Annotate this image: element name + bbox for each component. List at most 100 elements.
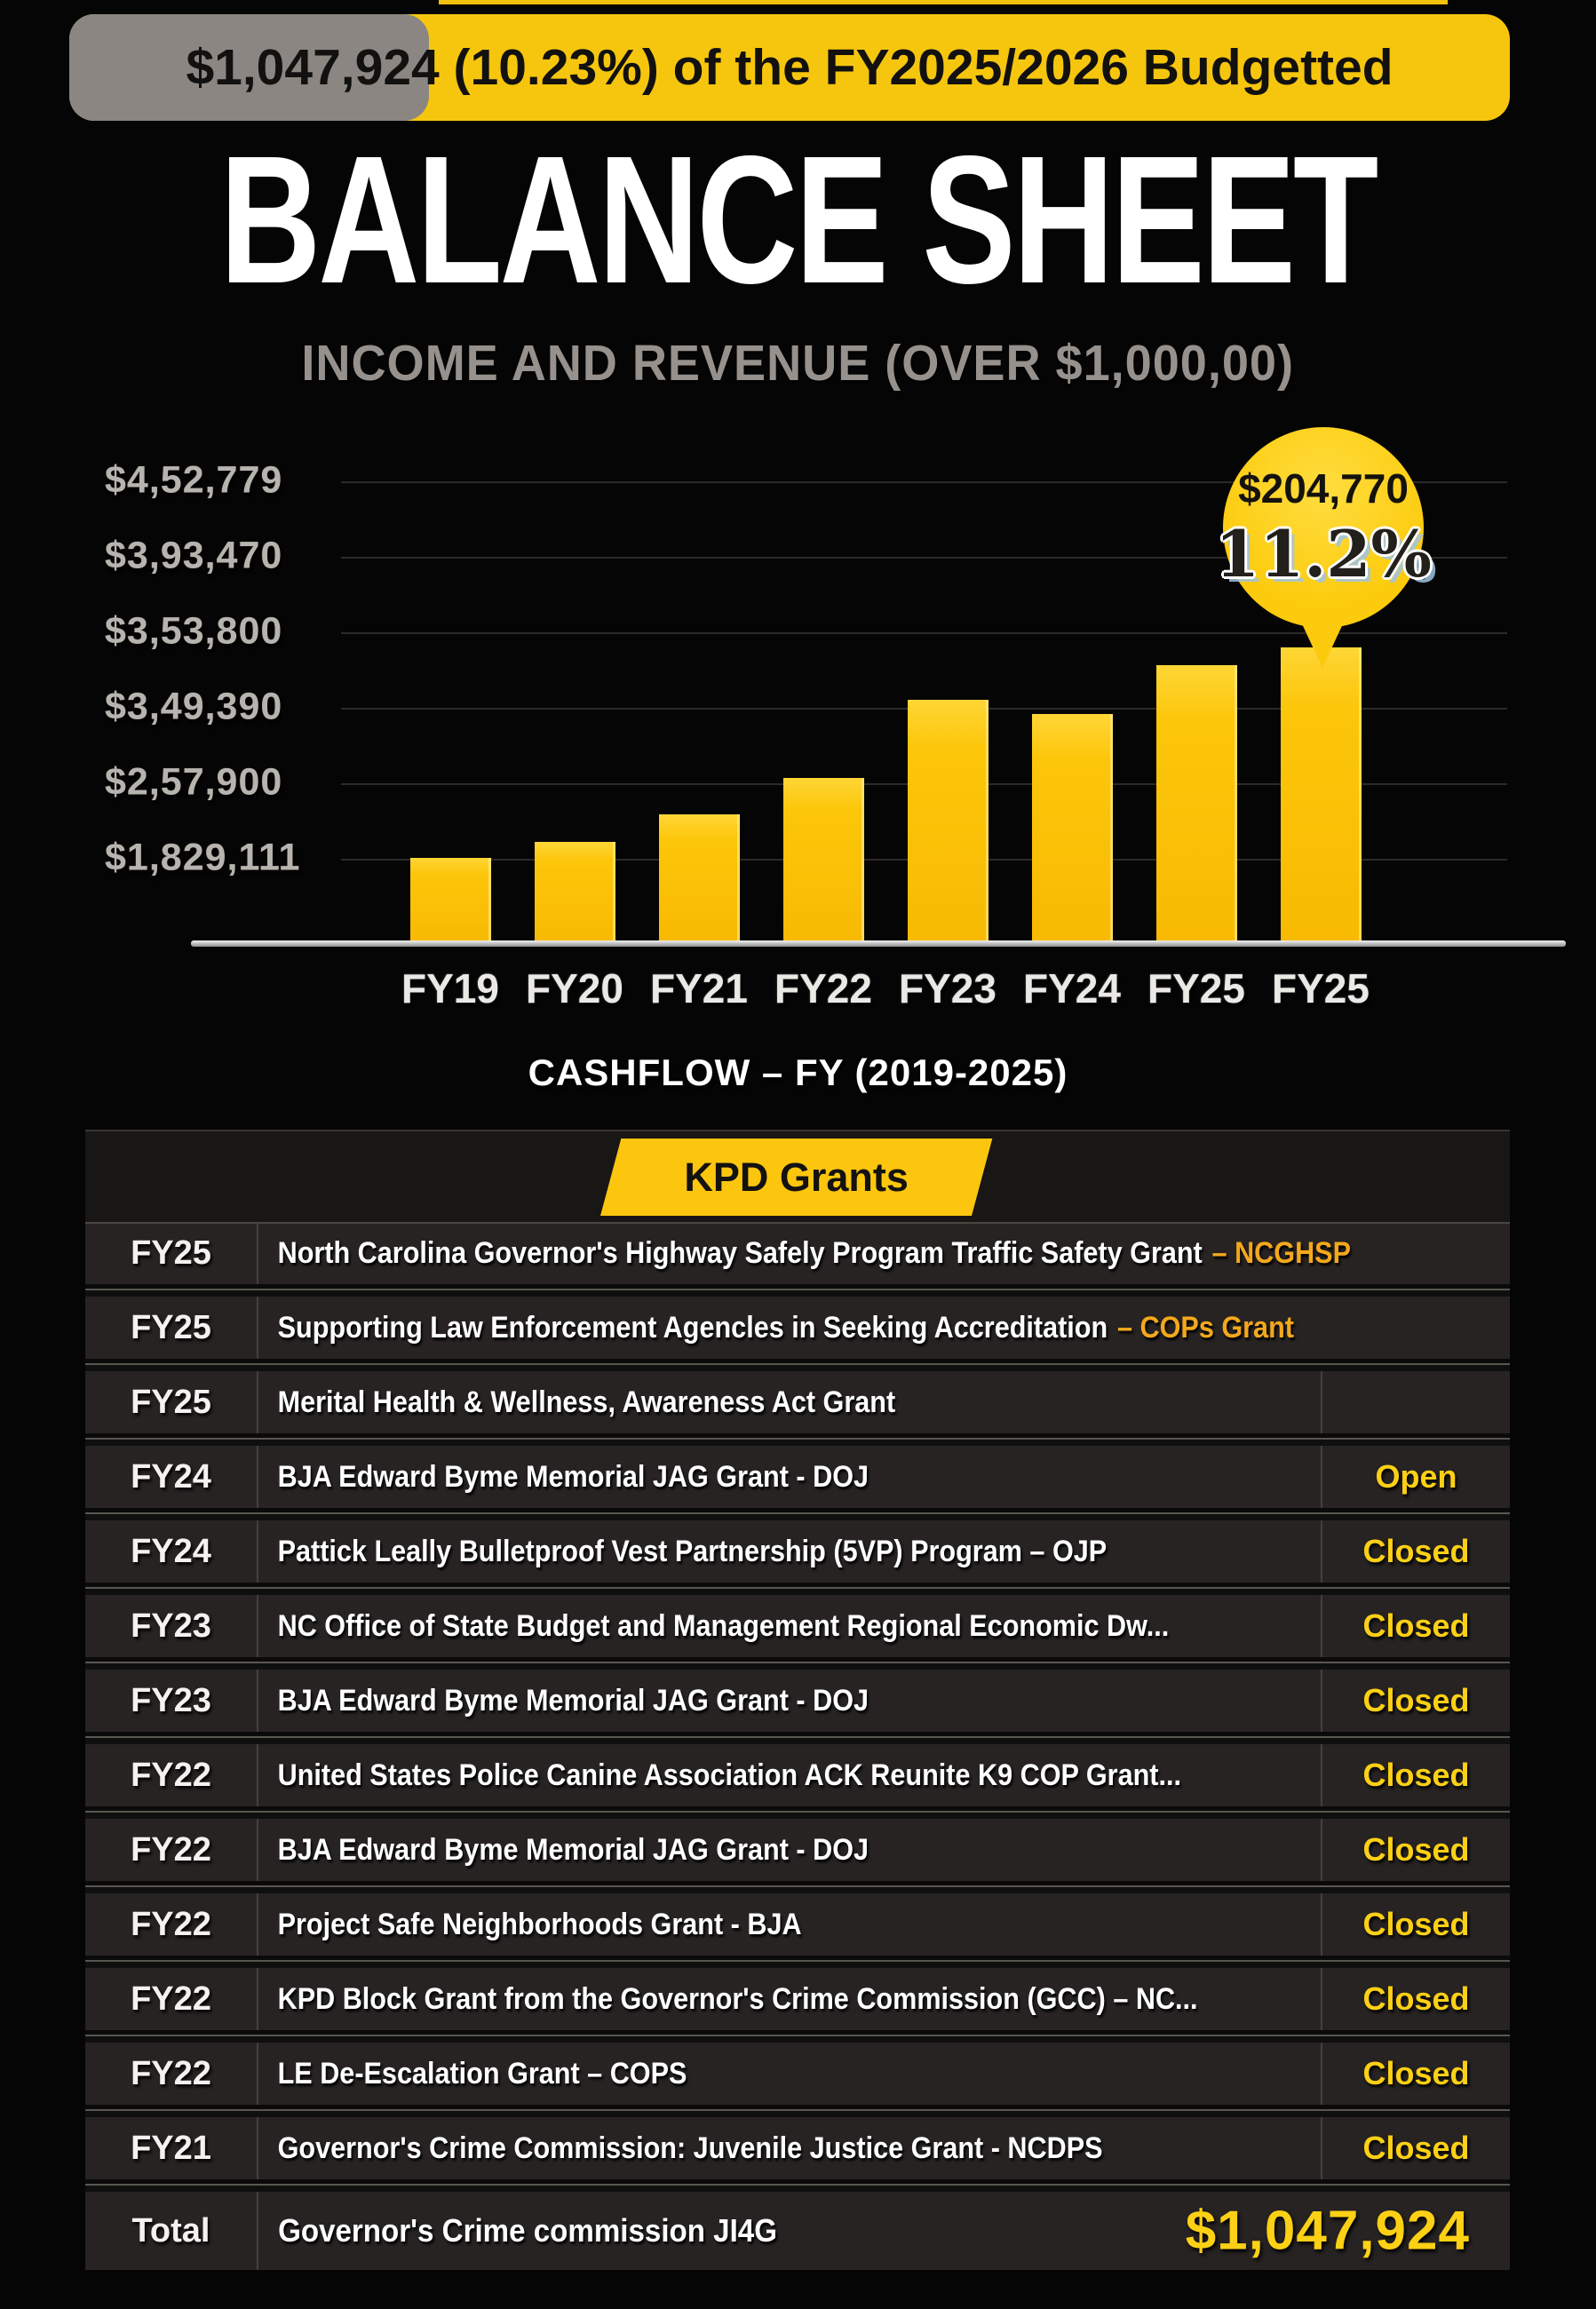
x-axis-line bbox=[191, 940, 1566, 947]
status-cell: Closed bbox=[1321, 1819, 1510, 1881]
x-axis-label: FY25 bbox=[1147, 965, 1245, 1012]
total-label: Total bbox=[85, 2192, 258, 2270]
bar bbox=[1155, 665, 1237, 940]
callout-bubble: $204,770 11.2% bbox=[1215, 427, 1432, 628]
bar-slot bbox=[761, 482, 885, 940]
status-cell bbox=[1321, 1371, 1510, 1433]
y-tick-label: $1,829,111 bbox=[105, 836, 301, 879]
table-row: FY22 United States Police Canine Associa… bbox=[85, 1744, 1510, 1819]
bar-series bbox=[388, 482, 1383, 940]
status-cell: Closed bbox=[1321, 1968, 1510, 2030]
fiscal-year-cell: FY25 bbox=[85, 1371, 258, 1433]
fiscal-year-cell: FY24 bbox=[85, 1520, 258, 1583]
fiscal-year-cell: FY23 bbox=[85, 1670, 258, 1732]
grant-description: Pattick Leally Bulletproof Vest Partners… bbox=[277, 1534, 1108, 1568]
fiscal-year-cell: FY22 bbox=[85, 1744, 258, 1806]
bar bbox=[907, 700, 989, 940]
x-axis-labels: FY19 FY20 FY21 FY22 FY23 FY24 FY25 FY25 bbox=[388, 964, 1383, 1012]
banner-text: $1,047,924 (10.23%) of the FY2025/2026 B… bbox=[186, 39, 1394, 96]
bar-slot bbox=[388, 482, 512, 940]
table-row: FY23 NC Office of State Budget and Manag… bbox=[85, 1595, 1510, 1670]
total-amount: $1,047,924 bbox=[1185, 2200, 1470, 2262]
grant-description: BJA Edward Byme Memorial JAG Grant - DOJ bbox=[277, 1459, 869, 1494]
bar bbox=[1280, 647, 1362, 940]
grant-suffix: – NCGHSP bbox=[1211, 1235, 1352, 1270]
bar bbox=[409, 858, 491, 940]
bar-slot bbox=[512, 482, 637, 940]
table-row: FY24 BJA Edward Byme Memorial JAG Grant … bbox=[85, 1446, 1510, 1520]
table-row: FY22 BJA Edward Byme Memorial JAG Grant … bbox=[85, 1819, 1510, 1893]
x-axis-label: FY19 bbox=[401, 965, 499, 1012]
bar-slot bbox=[885, 482, 1010, 940]
bar bbox=[1031, 713, 1113, 940]
grant-description: Project Safe Neighborhoods Grant - BJA bbox=[277, 1907, 802, 1941]
budget-banner: $1,047,924 (10.23%) of the FY2025/2026 B… bbox=[69, 14, 1510, 121]
grants-section: KPD Grants FY25 North Carolina Governor'… bbox=[85, 1130, 1510, 2270]
status-cell: Closed bbox=[1321, 1670, 1510, 1732]
description-cell: Project Safe Neighborhoods Grant - BJA bbox=[258, 1893, 1214, 1956]
description-cell: NC Office of State Budget and Management… bbox=[258, 1595, 1214, 1657]
table-row: FY23 BJA Edward Byme Memorial JAG Grant … bbox=[85, 1670, 1510, 1744]
description-cell: BJA Edward Byme Memorial JAG Grant - DOJ bbox=[258, 1670, 1214, 1732]
total-description: Governor's Crime commission JI4G bbox=[278, 2212, 777, 2249]
grant-description: Supporting Law Enforcement Agencles in S… bbox=[277, 1310, 1108, 1345]
y-tick-label: $3,49,390 bbox=[105, 685, 283, 728]
bar bbox=[534, 842, 615, 940]
bar bbox=[658, 814, 740, 940]
y-tick-label: $3,93,470 bbox=[105, 534, 283, 577]
description-cell: BJA Edward Byme Memorial JAG Grant - DOJ bbox=[258, 1446, 1214, 1508]
bar-slot bbox=[637, 482, 761, 940]
status-cell: Closed bbox=[1321, 2117, 1510, 2179]
fiscal-year-cell: FY25 bbox=[85, 1297, 258, 1359]
table-row: FY22 KPD Block Grant from the Governor's… bbox=[85, 1968, 1510, 2043]
grant-description: North Carolina Governor's Highway Safely… bbox=[277, 1235, 1203, 1270]
status-cell: Closed bbox=[1321, 1595, 1510, 1657]
description-cell: North Carolina Governor's Highway Safely… bbox=[258, 1222, 1351, 1284]
grant-description: BJA Edward Byme Memorial JAG Grant - DOJ bbox=[277, 1683, 869, 1718]
table-row: FY22 Project Safe Neighborhoods Grant - … bbox=[85, 1893, 1510, 1968]
decorative-top-strip bbox=[439, 0, 1448, 4]
table-row: FY25 North Carolina Governor's Highway S… bbox=[85, 1222, 1510, 1297]
bar bbox=[782, 777, 864, 940]
x-axis-label: FY24 bbox=[1023, 965, 1121, 1012]
fiscal-year-cell: FY25 bbox=[85, 1222, 258, 1284]
grant-description: KPD Block Grant from the Governor's Crim… bbox=[277, 1981, 1198, 2016]
status-cell: Open bbox=[1321, 1446, 1510, 1508]
grants-table: FY25 North Carolina Governor's Highway S… bbox=[85, 1222, 1510, 2192]
x-axis-label: FY22 bbox=[774, 965, 872, 1012]
table-row: FY25 Supporting Law Enforcement Agencles… bbox=[85, 1297, 1510, 1371]
fiscal-year-cell: FY24 bbox=[85, 1446, 258, 1508]
status-cell: Closed bbox=[1321, 1893, 1510, 1956]
chart-caption: CASHFLOW – FY (2019-2025) bbox=[528, 1051, 1068, 1093]
callout-percent: 11.2% bbox=[1215, 515, 1432, 591]
bar-slot bbox=[1010, 482, 1134, 940]
grant-description: LE De-Escalation Grant – COPS bbox=[277, 2056, 687, 2091]
x-axis-label: FY20 bbox=[526, 965, 623, 1012]
status-cell: Closed bbox=[1321, 1520, 1510, 1583]
bar-slot bbox=[1134, 482, 1259, 940]
x-axis-label: FY23 bbox=[899, 965, 997, 1012]
description-cell: BJA Edward Byme Memorial JAG Grant - DOJ bbox=[258, 1819, 1214, 1881]
grant-description: NC Office of State Budget and Management… bbox=[277, 1608, 1170, 1643]
callout-value: $204,770 bbox=[1238, 464, 1409, 512]
description-cell: United States Police Canine Association … bbox=[258, 1744, 1214, 1806]
grant-description: BJA Edward Byme Memorial JAG Grant - DOJ bbox=[277, 1832, 869, 1867]
status-cell bbox=[1321, 1297, 1510, 1359]
bar-slot bbox=[1259, 482, 1383, 940]
table-row: FY25 Merital Health & Wellness, Awarenes… bbox=[85, 1371, 1510, 1446]
description-cell: LE De-Escalation Grant – COPS bbox=[258, 2043, 1214, 2105]
x-axis-label: FY25 bbox=[1272, 965, 1370, 1012]
fiscal-year-cell: FY22 bbox=[85, 1968, 258, 2030]
y-tick-label: $4,52,779 bbox=[105, 458, 283, 502]
grants-header-banner: KPD Grants bbox=[600, 1139, 993, 1216]
grant-description: Merital Health & Wellness, Awareness Act… bbox=[277, 1385, 896, 1419]
y-tick-label: $3,53,800 bbox=[105, 609, 283, 653]
description-cell: Pattick Leally Bulletproof Vest Partners… bbox=[258, 1520, 1214, 1583]
table-row: FY22 LE De-Escalation Grant – COPS Close… bbox=[85, 2043, 1510, 2117]
grant-suffix: – COPs Grant bbox=[1116, 1310, 1294, 1345]
fiscal-year-cell: FY23 bbox=[85, 1595, 258, 1657]
gridline bbox=[341, 481, 1507, 483]
fiscal-year-cell: FY21 bbox=[85, 2117, 258, 2179]
banner-highlight-chip bbox=[69, 14, 429, 121]
